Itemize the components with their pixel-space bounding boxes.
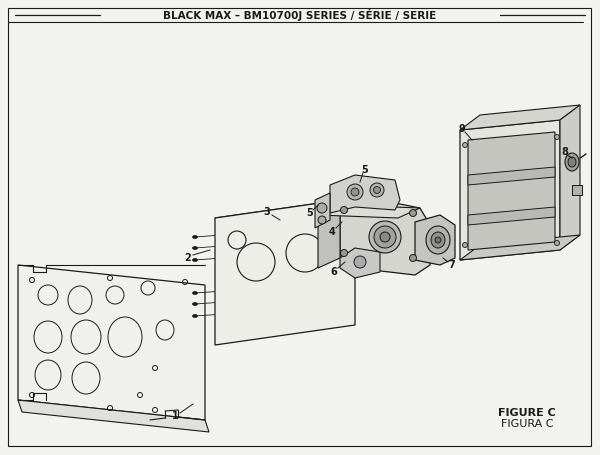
Text: 7: 7: [449, 260, 455, 270]
Text: 6: 6: [331, 267, 337, 277]
Ellipse shape: [426, 226, 450, 254]
Polygon shape: [318, 205, 340, 268]
Ellipse shape: [341, 249, 347, 257]
Ellipse shape: [351, 188, 359, 196]
Ellipse shape: [463, 243, 467, 248]
Polygon shape: [340, 248, 380, 278]
Polygon shape: [460, 120, 560, 260]
Polygon shape: [468, 167, 555, 185]
Ellipse shape: [568, 157, 576, 167]
Ellipse shape: [193, 314, 197, 318]
Ellipse shape: [369, 221, 401, 253]
Polygon shape: [318, 205, 420, 218]
Ellipse shape: [554, 241, 560, 246]
Ellipse shape: [193, 236, 197, 238]
Ellipse shape: [409, 254, 416, 262]
Ellipse shape: [341, 207, 347, 213]
Ellipse shape: [354, 256, 366, 268]
Bar: [572, 185, 582, 195]
Ellipse shape: [317, 203, 327, 213]
Ellipse shape: [193, 247, 197, 249]
Ellipse shape: [380, 232, 390, 242]
Ellipse shape: [409, 209, 416, 217]
Ellipse shape: [554, 135, 560, 140]
Ellipse shape: [193, 258, 197, 262]
Ellipse shape: [374, 226, 396, 248]
Text: 3: 3: [263, 207, 271, 217]
Text: 2: 2: [185, 253, 191, 263]
Text: 5: 5: [307, 208, 313, 218]
Ellipse shape: [431, 232, 445, 248]
Polygon shape: [315, 193, 330, 228]
Text: 8: 8: [562, 147, 568, 157]
Text: 4: 4: [329, 227, 335, 237]
Text: FIGURE C: FIGURE C: [498, 408, 556, 418]
Ellipse shape: [370, 183, 384, 197]
Polygon shape: [560, 105, 580, 250]
Ellipse shape: [565, 153, 579, 171]
Ellipse shape: [193, 292, 197, 294]
Polygon shape: [460, 235, 580, 260]
Polygon shape: [330, 175, 400, 213]
Polygon shape: [215, 198, 355, 345]
Polygon shape: [18, 400, 209, 432]
Ellipse shape: [463, 142, 467, 147]
Text: 5: 5: [362, 165, 368, 175]
Polygon shape: [460, 105, 580, 130]
Ellipse shape: [435, 237, 441, 243]
Polygon shape: [468, 207, 555, 225]
Ellipse shape: [318, 216, 326, 224]
Text: 9: 9: [458, 124, 466, 134]
Ellipse shape: [373, 187, 380, 193]
Polygon shape: [340, 195, 430, 275]
Polygon shape: [18, 265, 205, 420]
Text: 1: 1: [172, 411, 178, 421]
Ellipse shape: [193, 303, 197, 305]
Polygon shape: [415, 215, 455, 265]
Polygon shape: [468, 132, 555, 250]
Text: FIGURA C: FIGURA C: [501, 419, 553, 429]
Ellipse shape: [347, 184, 363, 200]
Text: BLACK MAX – BM10700J SERIES / SÉRIE / SERIE: BLACK MAX – BM10700J SERIES / SÉRIE / SE…: [163, 9, 437, 21]
